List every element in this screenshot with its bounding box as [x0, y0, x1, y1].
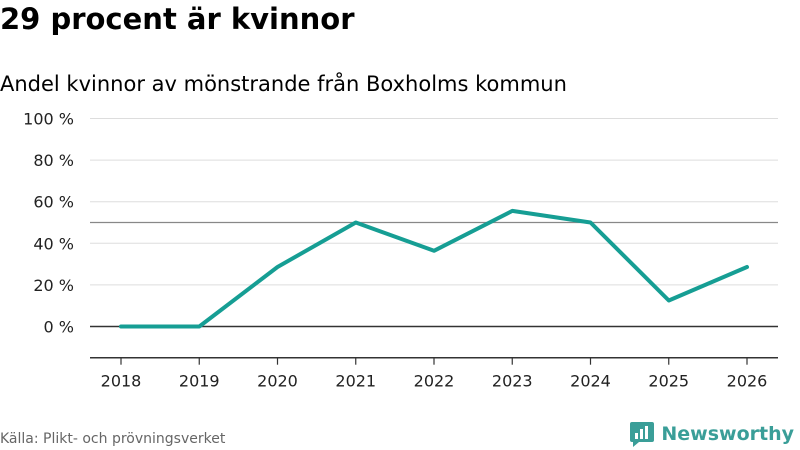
x-tick-label: 2020	[257, 372, 298, 391]
y-tick-label: 100 %	[23, 110, 74, 129]
x-tick-label: 2018	[101, 372, 142, 391]
x-tick-label: 2025	[648, 372, 689, 391]
y-tick-label: 60 %	[33, 193, 74, 212]
x-tick-label: 2021	[335, 372, 376, 391]
source-note: Källa: Plikt- och prövningsverket	[0, 431, 226, 447]
x-tick-label: 2026	[727, 372, 768, 391]
y-tick-label: 20 %	[33, 276, 74, 295]
y-tick-label: 0 %	[44, 318, 74, 337]
x-tick-label: 2019	[179, 372, 220, 391]
brand-name: Newsworthy	[661, 423, 794, 445]
chart-subtitle: Andel kvinnor av mönstrande från Boxholm…	[0, 72, 567, 96]
x-tick-label: 2023	[492, 372, 533, 391]
x-tick-label: 2022	[414, 372, 455, 391]
newsworthy-logo-icon	[630, 422, 655, 447]
y-tick-label: 40 %	[33, 234, 74, 253]
x-tick-label: 2024	[570, 372, 611, 391]
y-tick-label: 80 %	[33, 151, 74, 170]
brand-logo: Newsworthy	[629, 420, 794, 448]
chart-title: 29 procent är kvinnor	[0, 2, 355, 36]
series-line	[119, 208, 749, 329]
